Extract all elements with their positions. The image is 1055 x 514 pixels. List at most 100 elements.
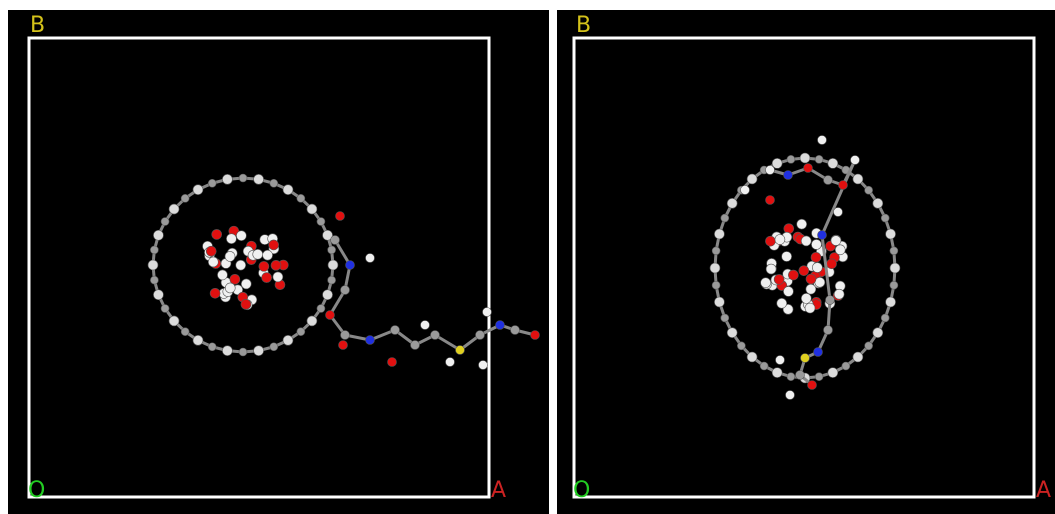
atom — [814, 348, 823, 357]
atom — [714, 297, 724, 307]
atom — [169, 316, 179, 326]
axis-label-a: A — [1036, 478, 1051, 503]
axis-label-o: O — [28, 478, 45, 503]
atom — [263, 250, 273, 260]
atom — [811, 239, 821, 249]
atom — [225, 251, 235, 261]
atom — [254, 174, 264, 184]
atom — [225, 283, 235, 293]
atom — [446, 358, 455, 367]
atom — [766, 264, 776, 274]
atom — [326, 311, 335, 320]
atom — [341, 286, 350, 295]
atom — [727, 328, 737, 338]
atom — [827, 259, 837, 269]
atom — [834, 289, 844, 299]
atom — [775, 234, 785, 244]
atom — [881, 214, 889, 222]
atom — [806, 274, 816, 284]
atom — [226, 234, 236, 244]
atom — [806, 284, 816, 294]
atom — [815, 277, 825, 287]
axis-label-o: O — [573, 478, 590, 503]
atom — [206, 246, 216, 256]
atom — [721, 214, 729, 222]
atom — [531, 331, 540, 340]
atom — [236, 260, 246, 270]
axis-label-a: A — [491, 478, 506, 503]
atom — [786, 391, 795, 400]
atom — [747, 352, 757, 362]
atom — [766, 196, 775, 205]
atom — [161, 305, 169, 313]
atom — [307, 204, 317, 214]
atom — [336, 212, 345, 221]
right-viewport — [557, 10, 1055, 514]
atom — [222, 174, 232, 184]
atom — [270, 179, 278, 187]
atom — [776, 356, 785, 365]
atom — [710, 263, 720, 273]
atom — [297, 194, 305, 202]
atom — [323, 290, 333, 300]
atom — [212, 229, 222, 239]
atom — [812, 263, 822, 273]
atom — [421, 321, 430, 330]
atom — [193, 335, 203, 345]
atom — [873, 328, 883, 338]
atom — [886, 297, 896, 307]
atom — [483, 308, 492, 317]
atom — [851, 156, 860, 165]
atom — [801, 354, 810, 363]
atom — [714, 229, 724, 239]
atom — [772, 158, 782, 168]
atom — [761, 278, 771, 288]
atom — [339, 341, 348, 350]
atom — [262, 273, 272, 283]
atom — [456, 346, 465, 355]
atom — [254, 346, 264, 356]
atom — [239, 174, 247, 182]
atom — [890, 247, 898, 255]
atom — [721, 314, 729, 322]
atom — [881, 314, 889, 322]
atom — [208, 179, 216, 187]
atom — [411, 341, 420, 350]
atom — [366, 254, 375, 263]
atom — [873, 198, 883, 208]
atom — [890, 281, 898, 289]
atom — [328, 260, 338, 270]
atom — [853, 174, 863, 184]
atom — [230, 274, 240, 284]
atom — [496, 321, 505, 330]
atom — [181, 328, 189, 336]
atom — [805, 303, 815, 313]
atom — [800, 153, 810, 163]
atom — [886, 229, 896, 239]
atom — [747, 174, 757, 184]
atom — [741, 186, 750, 195]
atom — [787, 373, 795, 381]
atom — [818, 136, 827, 145]
atom — [317, 218, 325, 226]
atom — [865, 342, 873, 350]
atom — [815, 155, 823, 163]
atom — [328, 246, 336, 254]
atom — [801, 236, 811, 246]
atom — [834, 208, 843, 217]
atom — [270, 343, 278, 351]
atom — [796, 371, 805, 380]
atom — [777, 298, 787, 308]
atom — [391, 326, 400, 335]
page: B O A B O A (() => { const data = JSON.p… — [0, 0, 1055, 514]
atom — [208, 257, 218, 267]
atom — [842, 362, 850, 370]
atom — [273, 272, 283, 282]
atom — [341, 331, 350, 340]
atom — [241, 279, 251, 289]
atom — [865, 186, 873, 194]
atom — [150, 276, 158, 284]
atom — [193, 185, 203, 195]
atom — [799, 266, 809, 276]
atom — [797, 219, 807, 229]
